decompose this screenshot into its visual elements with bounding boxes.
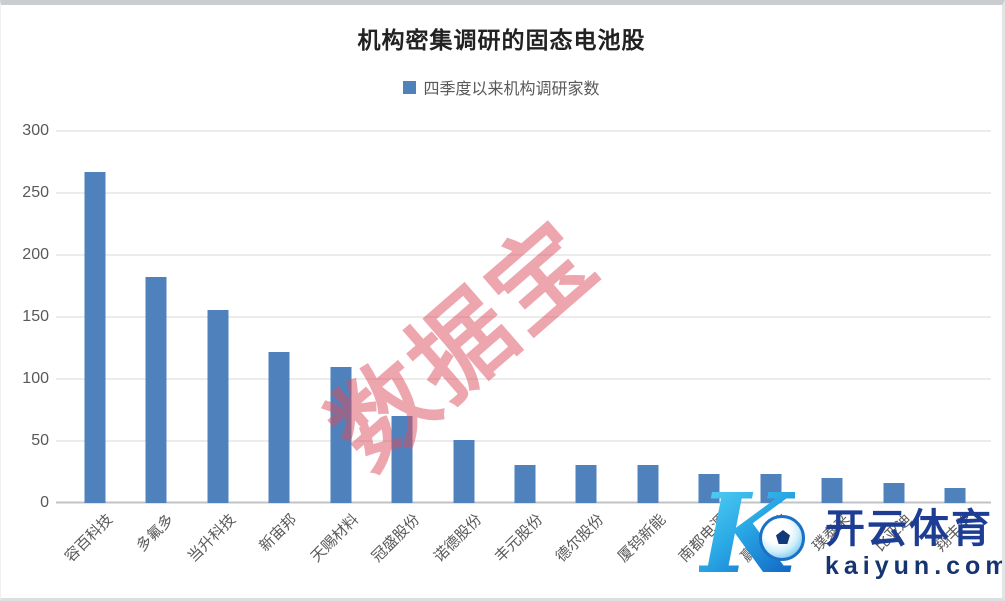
bar-德尔股份 [575,464,597,503]
bar-容百科技 [84,171,106,503]
bar-厦钨新能 [637,464,659,503]
bar-slot: 天赐材料 [307,131,371,566]
kaiyun-football-icon [759,515,805,561]
gridline [56,130,991,132]
kaiyun-logo: K [691,479,821,598]
bar-slot: 容百科技 [61,131,125,566]
bar-slot: 翔丰华 [925,131,986,555]
y-tick-label: 250 [22,184,49,201]
bar-slot: 多氟多 [125,131,186,555]
bars: 容百科技多氟多当升科技新宙邦天赐材料冠盛股份诺德股份丰元股份德尔股份厦钨新能南都… [61,131,986,566]
x-tick-label: 天赐材料 [307,511,362,566]
legend: 四季度以来机构调研家数 [1,75,1002,99]
bar-slot: 比亚迪 [863,131,924,555]
x-tick-label: 诺德股份 [430,511,485,566]
bar-slot: 丰元股份 [492,131,555,566]
x-tick-label: 容百科技 [61,511,116,566]
legend-marker-icon [403,80,417,94]
watermark-kaiyun: K 开云体育 kaiyun.com [691,479,1005,598]
gridline [56,316,991,318]
y-axis-labels: 0 50 100 150 200 250 300 [9,123,49,511]
plot-area: 容百科技多氟多当升科技新宙邦天赐材料冠盛股份诺德股份丰元股份德尔股份厦钨新能南都… [56,130,991,566]
y-tick-label: 300 [22,122,49,139]
bar-冠盛股份 [391,416,413,503]
gridline [56,192,991,194]
x-tick-label: 冠盛股份 [368,511,424,566]
bar-slot: 冠盛股份 [369,131,432,566]
x-tick-label: 厦钨新能 [614,511,670,566]
kaiyun-text: 开云体育 kaiyun.com [825,507,1005,581]
bar-slot: 德尔股份 [553,131,617,566]
y-tick-label: 50 [31,432,49,449]
y-tick-label: 0 [40,494,49,511]
bar-诺德股份 [453,439,475,503]
x-tick-label: 新宙邦 [256,511,301,555]
y-tick-label: 100 [22,370,49,387]
y-tick-label: 200 [22,246,49,263]
legend-label: 四季度以来机构调研家数 [423,81,600,98]
bar-比亚迪 [883,483,905,503]
bar-slot: 璞泰来 [802,131,863,555]
bar-天赐材料 [330,366,352,503]
kaiyun-domain-text: kaiyun.com [825,552,1005,580]
bar-新宙邦 [268,351,290,503]
x-tick-label: 德尔股份 [553,511,608,566]
bar-翔丰华 [944,488,966,503]
bar-璞泰来 [821,478,843,503]
kaiyun-brand-text: 开云体育 [825,507,993,551]
gridline [56,378,991,380]
bar-丰元股份 [514,464,536,503]
bar-slot: 厦钨新能 [615,131,678,566]
bar-slot: 赢合科技 [738,131,801,566]
x-tick-label: 当升科技 [184,511,239,566]
gridline [56,440,991,442]
bar-slot: 新宙邦 [248,131,309,555]
bar-slot: 当升科技 [184,131,248,566]
x-tick-label: 多氟多 [133,511,178,555]
chart-title: 机构密集调研的固态电池股 [357,27,646,53]
bar-赢合科技 [760,474,782,503]
bar-slot: 诺德股份 [430,131,494,566]
bar-南都电源 [698,474,720,503]
x-tick-label: 丰元股份 [491,511,547,566]
bar-多氟多 [145,277,167,503]
bar-slot: 南都电源 [676,131,740,566]
y-tick-label: 150 [22,308,49,325]
bar-当升科技 [207,309,229,503]
gridline [56,254,991,256]
